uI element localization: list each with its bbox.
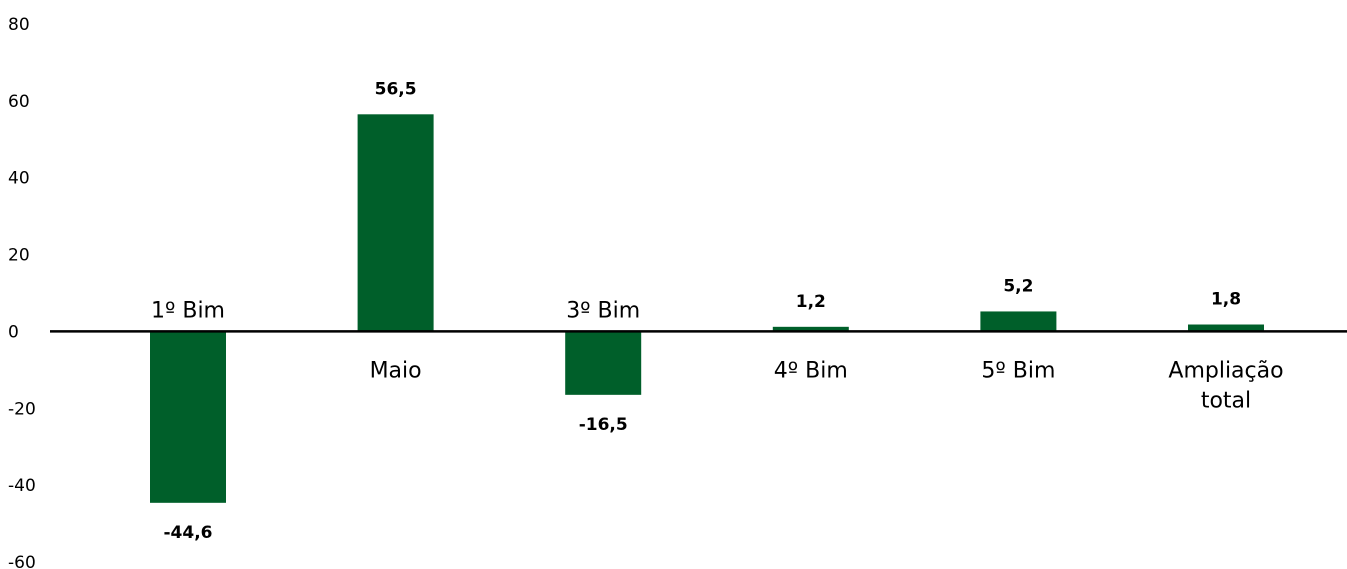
- data-label: 56,5: [375, 79, 417, 99]
- data-label: 1,2: [796, 292, 826, 312]
- data-label: 5,2: [1003, 276, 1033, 296]
- bar: [357, 114, 434, 332]
- category-label: Ampliação: [1168, 358, 1283, 383]
- bar: [565, 331, 642, 395]
- y-tick-label: 80: [8, 15, 30, 35]
- bar: [1188, 324, 1264, 332]
- category-label: total: [1201, 388, 1251, 413]
- bars-group: [150, 114, 1264, 503]
- data-label: -44,6: [164, 523, 213, 543]
- y-axis: 80 60 40 20 0 -20 -40 -60: [8, 15, 36, 569]
- category-label: 3º Bim: [566, 298, 640, 323]
- category-labels: 1º Bim Maio 3º Bim 4º Bim 5º Bim Ampliação tot…: [151, 298, 1284, 413]
- y-tick-label: 40: [8, 169, 30, 189]
- data-label: 1,8: [1211, 290, 1241, 310]
- category-label: 4º Bim: [774, 358, 848, 383]
- y-tick-label: 0: [8, 322, 19, 342]
- data-label: -16,5: [579, 415, 628, 435]
- y-tick-label: -60: [8, 553, 36, 569]
- bar: [150, 331, 226, 503]
- y-tick-label: -40: [8, 476, 36, 496]
- y-tick-label: 20: [8, 246, 30, 266]
- value-labels: -44,6 56,5 -16,5 1,2 5,2 1,8: [164, 79, 1242, 543]
- bar: [772, 326, 849, 332]
- y-tick-label: 60: [8, 92, 30, 112]
- y-tick-label: -20: [8, 399, 36, 419]
- bar: [980, 311, 1057, 332]
- category-label: Maio: [370, 358, 422, 383]
- category-label: 1º Bim: [151, 298, 225, 323]
- category-label: 5º Bim: [981, 358, 1055, 383]
